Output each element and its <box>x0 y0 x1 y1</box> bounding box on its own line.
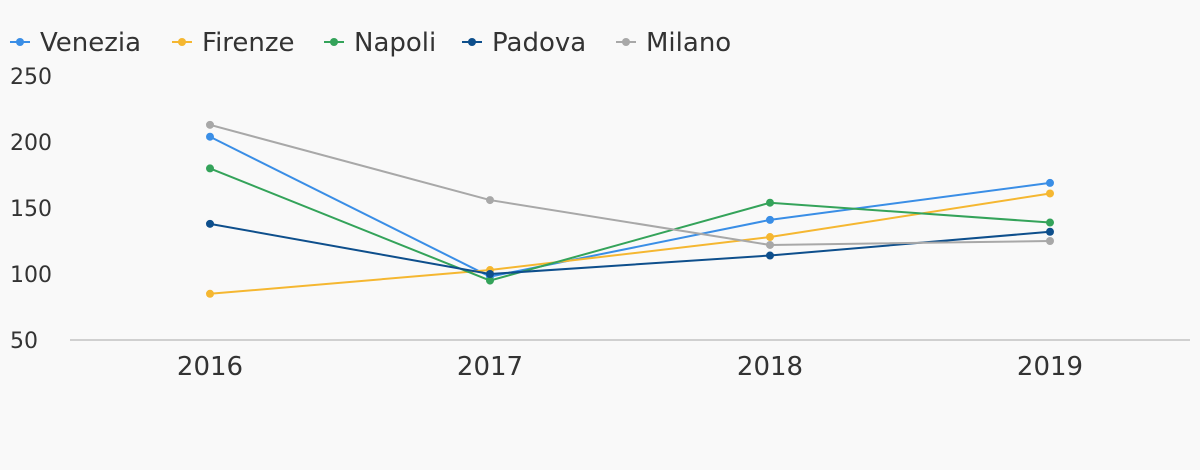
data-point[interactable] <box>206 164 214 173</box>
data-point[interactable] <box>766 233 774 242</box>
series-line <box>209 135 1051 278</box>
legend-label: Napoli <box>354 28 436 58</box>
y-tick-label: 50 <box>10 329 38 354</box>
series-line <box>209 167 1051 282</box>
data-point[interactable] <box>1046 189 1054 198</box>
legend-label: Padova <box>492 28 586 58</box>
data-point[interactable] <box>486 270 494 278</box>
data-point[interactable] <box>1046 237 1054 245</box>
series-layer <box>206 120 1054 298</box>
data-point[interactable] <box>766 251 774 260</box>
legend-item[interactable]: Padova <box>462 28 586 58</box>
series-line <box>209 192 1051 295</box>
y-tick-label: 150 <box>10 197 52 222</box>
legend-label: Firenze <box>202 28 295 58</box>
legend-swatch-marker <box>468 38 476 46</box>
legend-swatch-marker <box>622 38 630 46</box>
series-napoli <box>206 164 1054 285</box>
data-point[interactable] <box>766 215 774 224</box>
legend-swatch-marker <box>178 38 186 46</box>
y-axis: 50 100 150 200 250 <box>10 65 52 354</box>
x-tick-label: 2018 <box>737 352 803 382</box>
data-point[interactable] <box>206 120 214 129</box>
x-axis: 2016 2017 2018 2019 <box>177 352 1083 382</box>
legend-item[interactable]: Firenze <box>172 28 295 58</box>
series-milano <box>206 120 1054 249</box>
x-tick-label: 2017 <box>457 352 523 382</box>
data-point[interactable] <box>1046 218 1054 227</box>
y-tick-label: 100 <box>10 263 52 288</box>
legend: Venezia Firenze Napoli Padova Milano <box>10 28 731 58</box>
legend-swatch-marker <box>16 38 24 46</box>
series-line <box>209 123 1051 246</box>
data-point[interactable] <box>206 132 214 141</box>
y-tick-label: 250 <box>10 65 52 90</box>
y-tick-label: 200 <box>10 131 52 156</box>
data-point[interactable] <box>766 198 774 207</box>
data-point[interactable] <box>1046 178 1054 187</box>
data-point[interactable] <box>486 196 494 205</box>
data-point[interactable] <box>206 289 214 298</box>
legend-label: Milano <box>646 28 731 58</box>
data-point[interactable] <box>766 240 774 249</box>
series-venezia <box>206 132 1054 281</box>
legend-item[interactable]: Napoli <box>324 28 436 58</box>
data-point[interactable] <box>206 219 214 228</box>
legend-swatch-marker <box>330 38 338 46</box>
legend-item[interactable]: Venezia <box>10 28 141 58</box>
x-tick-label: 2016 <box>177 352 243 382</box>
legend-item[interactable]: Milano <box>616 28 731 58</box>
data-point[interactable] <box>1046 227 1054 236</box>
data-point[interactable] <box>486 276 494 285</box>
legend-label: Venezia <box>40 28 141 58</box>
x-tick-label: 2019 <box>1017 352 1083 382</box>
